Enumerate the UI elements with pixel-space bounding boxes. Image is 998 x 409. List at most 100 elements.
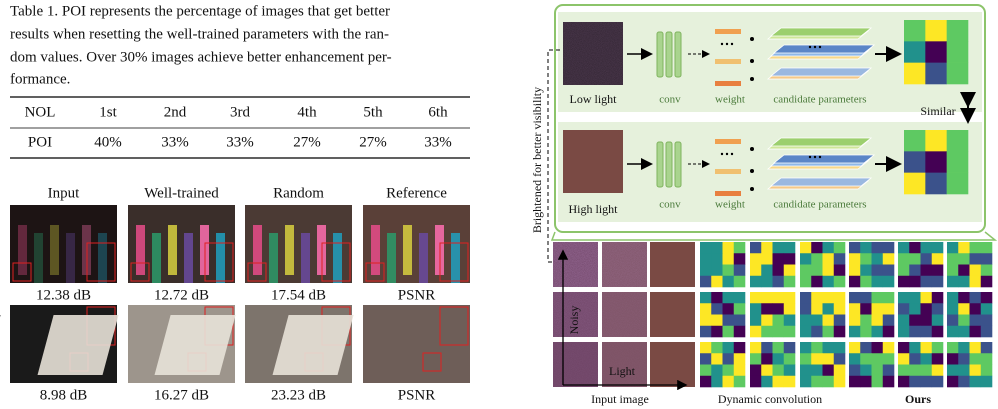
noise: [602, 292, 647, 337]
heatmap-cell: [711, 303, 723, 315]
heatmap-cell: [931, 342, 944, 354]
candidate-parameter: [769, 177, 873, 187]
heatmap-cell: [849, 264, 861, 277]
heatmap-cell: [811, 353, 823, 365]
heatmap-cell: [931, 364, 944, 377]
psnr-label: PSNR: [398, 287, 436, 303]
heatmap-cell: [800, 364, 812, 377]
heatmap-cell: [946, 130, 969, 152]
heatmap-cell: [871, 242, 884, 254]
heatmap-cell: [969, 314, 982, 327]
heatmap-cell: [860, 292, 872, 304]
zoom-box: [439, 306, 469, 346]
heatmap-cell: [783, 325, 796, 338]
photo-detail: [216, 233, 225, 283]
caption: Table 1. POI represents the percentage o…: [10, 3, 392, 87]
heatmap-cell: [898, 303, 910, 315]
caption-line: Table 1. POI represents the percentage o…: [10, 3, 390, 19]
heatmap-cell: [811, 253, 823, 265]
column-header: Random: [273, 185, 324, 201]
label: conv: [659, 94, 681, 106]
heatmap-cell: [722, 342, 735, 354]
photo-detail: [387, 233, 396, 283]
psnr-label: 17.54 dB: [271, 287, 326, 303]
heatmap-cell: [920, 275, 933, 288]
heatmap-cell: [898, 275, 910, 288]
heatmap-cell: [700, 364, 712, 377]
candidate-parameter: [769, 27, 873, 37]
heatmap-cell: [833, 303, 846, 315]
heatmap-cell: [898, 253, 910, 265]
photo-detail: [403, 225, 412, 275]
heatmap-cell: [980, 364, 993, 377]
photo-detail: [37, 315, 119, 375]
heatmap-cell: [947, 364, 959, 377]
heatmap-cell: [761, 264, 773, 277]
heatmap-cell: [958, 325, 970, 338]
heatmap-cell: [849, 303, 861, 315]
heatmap-cell: [733, 353, 746, 365]
heatmap-cell: [871, 364, 884, 377]
heatmap-cell: [871, 303, 884, 315]
heatmap-cell: [882, 292, 895, 304]
heatmap-cell: [761, 253, 773, 265]
heatmap-cell: [860, 303, 872, 315]
heatmap-cell: [931, 325, 944, 338]
heatmap-cell: [800, 275, 812, 288]
heatmap-cell: [958, 364, 970, 377]
footer-label: Input image: [591, 392, 649, 406]
heatmap-cell: [860, 342, 872, 354]
heatmap-cell: [969, 253, 982, 265]
heatmap-cell: [750, 325, 762, 338]
zoom-box: [247, 262, 267, 282]
heatmap-cell: [800, 242, 812, 254]
heatmap-cell: [904, 151, 926, 173]
heatmap-cell: [833, 292, 846, 304]
noise: [553, 342, 598, 387]
photo-detail: [371, 225, 380, 275]
heatmap-cell: [909, 325, 921, 338]
caption-line: results when resetting the well-trained …: [10, 26, 389, 42]
photo-detail: [253, 225, 262, 275]
heatmap-cell: [700, 264, 712, 277]
heatmap-cell: [860, 264, 872, 277]
axes: Noisy Light: [557, 249, 688, 391]
heatmap-cell: [920, 264, 933, 277]
heatmap-cell: [772, 364, 785, 377]
heatmap-cell: [800, 253, 812, 265]
heatmap-cell: [898, 342, 910, 354]
photo-detail: [184, 233, 193, 283]
candidate-parameter: [772, 154, 876, 164]
heatmap-cell: [898, 353, 910, 365]
heatmap-cell: [882, 303, 895, 315]
heatmap-cell: [800, 325, 812, 338]
heatmap-cell: [761, 375, 773, 388]
cell: 27%: [359, 134, 387, 150]
heatmap-cell: [920, 375, 933, 388]
cell: POI: [28, 134, 52, 150]
heatmap-cell: [860, 375, 872, 388]
heatmap-cell: [920, 292, 933, 304]
image-grid: Input Well-trained Random Reference 12.38 dB…: [0, 185, 470, 403]
heatmap-cell: [969, 275, 982, 288]
input-image: [650, 292, 695, 337]
label: conv: [659, 199, 681, 211]
heatmap-cell: [904, 20, 926, 42]
heatmap-cell: [750, 303, 762, 315]
heatmap-cell: [722, 303, 735, 315]
heatmap-cell: [772, 375, 785, 388]
asterisk: [750, 147, 754, 151]
heatmap-cell: [783, 275, 796, 288]
heatmap-cell: [772, 242, 785, 254]
heatmap-cell: [898, 242, 910, 254]
photo-detail: [301, 233, 310, 283]
asterisk: [750, 37, 754, 41]
heatmap-cell: [958, 253, 970, 265]
heatmap-cell: [822, 364, 835, 377]
photo-detail: [18, 225, 27, 275]
heatmap-cell: [700, 314, 712, 327]
heatmap-cell: [958, 375, 970, 388]
heatmap-cell: [761, 292, 773, 304]
candidate-parameter: [772, 44, 876, 54]
